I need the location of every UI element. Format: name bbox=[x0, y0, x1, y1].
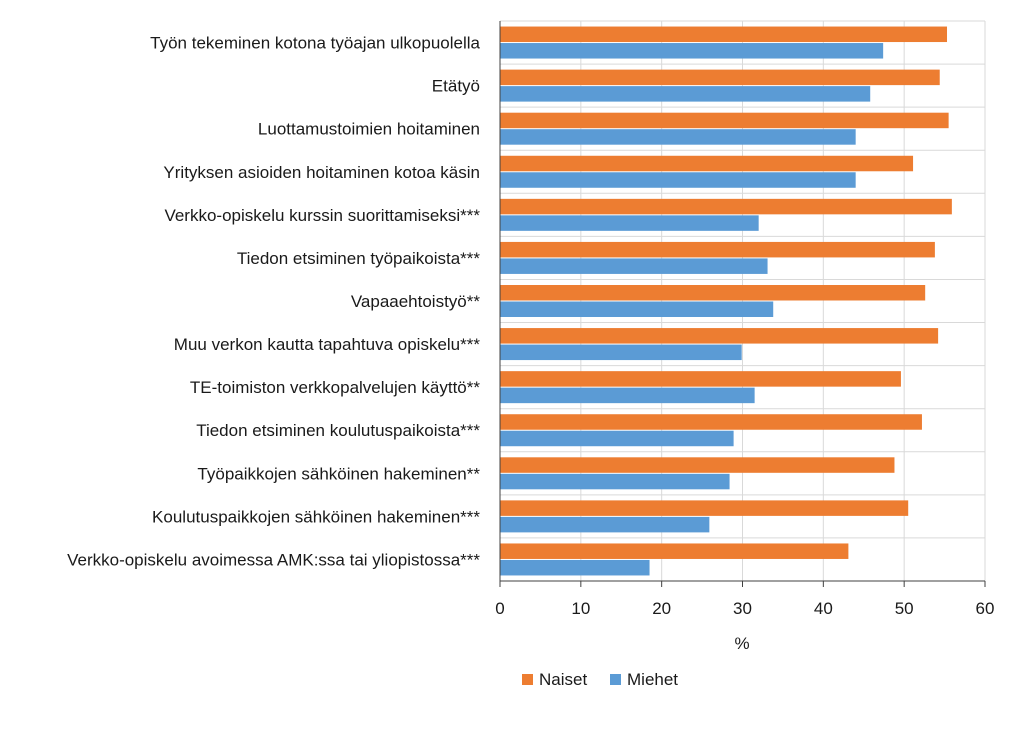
bar-miehet bbox=[500, 258, 768, 274]
category-label: Tiedon etsiminen työpaikoista*** bbox=[237, 249, 481, 268]
bar-miehet bbox=[500, 473, 730, 490]
bar-naiset bbox=[500, 328, 939, 344]
legend-label: Miehet bbox=[627, 670, 678, 689]
axes bbox=[499, 21, 986, 587]
bar-naiset bbox=[500, 198, 952, 215]
x-tick-label: 0 bbox=[495, 599, 504, 618]
legend-swatch bbox=[522, 674, 533, 685]
legend-item-miehet: Miehet bbox=[610, 670, 678, 689]
category-label: Työpaikkojen sähköinen hakeminen** bbox=[197, 464, 480, 483]
x-tick-label: 40 bbox=[814, 599, 833, 618]
category-label: Yrityksen asioiden hoitaminen kotoa käsi… bbox=[163, 163, 480, 182]
bar-miehet bbox=[500, 387, 755, 404]
category-label: Koulutuspaikkojen sähköinen hakeminen*** bbox=[152, 507, 480, 526]
category-label: Tiedon etsiminen koulutuspaikoista*** bbox=[196, 421, 480, 440]
bar-naiset bbox=[500, 457, 895, 473]
category-label: Työn tekeminen kotona työajan ulkopuolel… bbox=[150, 34, 480, 53]
category-label: Vapaaehtoistyö** bbox=[351, 292, 481, 311]
bar-naiset bbox=[500, 155, 914, 172]
legend: Naiset Miehet bbox=[522, 670, 678, 689]
bar-miehet bbox=[500, 301, 774, 317]
category-label: Luottamustoimien hoitaminen bbox=[258, 120, 480, 139]
x-axis-title: % bbox=[734, 634, 749, 653]
bars bbox=[500, 26, 952, 576]
category-label: Verkko-opiskelu kurssin suorittamiseksi*… bbox=[164, 206, 480, 225]
bar-naiset bbox=[500, 414, 922, 430]
bar-naiset bbox=[500, 285, 926, 301]
x-tick-labels: 0 10 20 30 40 50 60 bbox=[495, 599, 994, 618]
gridlines bbox=[500, 20, 986, 582]
bar-naiset bbox=[500, 500, 909, 516]
category-label: Etätyö bbox=[432, 77, 480, 96]
bar-miehet bbox=[500, 430, 734, 447]
legend-item-naiset: Naiset bbox=[522, 670, 587, 689]
bar-naiset bbox=[500, 112, 949, 129]
bar-miehet bbox=[500, 172, 856, 188]
bar-miehet bbox=[500, 344, 742, 361]
x-tick-label: 30 bbox=[733, 599, 752, 618]
bar-naiset bbox=[500, 26, 948, 43]
category-label: TE-toimiston verkkopalvelujen käyttö** bbox=[190, 378, 480, 397]
legend-swatch bbox=[610, 674, 621, 685]
bar-naiset bbox=[500, 241, 935, 258]
bar-naiset bbox=[500, 69, 940, 86]
bar-miehet bbox=[500, 86, 871, 102]
bar-miehet bbox=[500, 129, 856, 145]
bar-naiset bbox=[500, 371, 901, 387]
x-tick-label: 60 bbox=[976, 599, 995, 618]
legend-label: Naiset bbox=[539, 670, 587, 689]
x-tick-label: 10 bbox=[571, 599, 590, 618]
category-label: Verkko-opiskelu avoimessa AMK:ssa tai yl… bbox=[67, 550, 480, 569]
bar-miehet bbox=[500, 559, 650, 576]
x-tick-label: 20 bbox=[652, 599, 671, 618]
x-tick-label: 50 bbox=[895, 599, 914, 618]
bar-naiset bbox=[500, 543, 849, 559]
bar-miehet bbox=[500, 215, 759, 231]
bar-miehet bbox=[500, 516, 710, 533]
category-labels: Työn tekeminen kotona työajan ulkopuolel… bbox=[67, 34, 480, 570]
bar-miehet bbox=[500, 43, 884, 59]
category-label: Muu verkon kautta tapahtuva opiskelu*** bbox=[174, 335, 481, 354]
